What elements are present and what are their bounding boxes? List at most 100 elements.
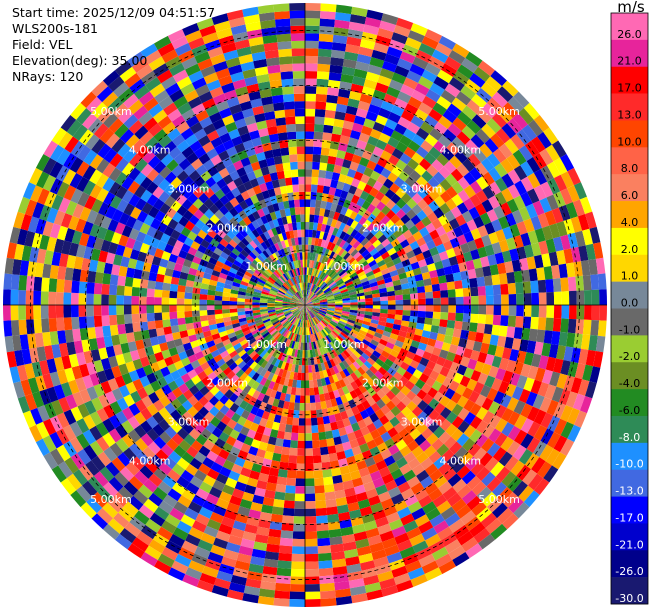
gate-cell <box>289 332 295 341</box>
gate-cell <box>233 439 244 450</box>
gate-cell <box>469 193 482 207</box>
gate-cell <box>350 83 364 94</box>
gate-cell <box>394 340 404 348</box>
gate-cell <box>337 213 345 223</box>
gate-cell <box>311 432 320 441</box>
gate-cell <box>407 30 425 43</box>
gate-cell <box>339 135 350 145</box>
colorbar-tick-label: 6.0 <box>621 189 639 202</box>
gate-cell <box>414 379 426 390</box>
gate-cell <box>467 358 478 370</box>
colorbar-tick-label: 10.0 <box>617 135 642 148</box>
gate-cell <box>399 239 410 249</box>
gate-cell <box>431 49 449 64</box>
gate-cell <box>335 595 353 606</box>
gate-cell <box>312 305 321 308</box>
gate-cell <box>286 416 294 426</box>
gate-cell <box>394 314 403 321</box>
gate-cell <box>463 367 475 379</box>
gate-cell <box>406 235 417 245</box>
gate-cell <box>349 294 358 298</box>
gate-cell <box>459 144 474 159</box>
gate-cell <box>396 366 407 376</box>
gate-cell <box>372 350 381 359</box>
gate-cell <box>277 352 284 361</box>
gate-cell <box>246 412 256 423</box>
gate-cell <box>341 66 356 77</box>
gate-cell <box>417 342 428 351</box>
gate-cell <box>536 267 546 281</box>
gate-cell <box>281 385 288 394</box>
gate-cell <box>353 531 368 542</box>
gate-cell <box>305 169 313 177</box>
gate-cell <box>422 501 437 515</box>
gate-cell <box>314 253 319 262</box>
gate-cell <box>438 560 456 575</box>
gate-cell <box>325 326 332 334</box>
gate-cell <box>372 251 381 260</box>
gate-cell <box>332 227 339 237</box>
gate-cell <box>188 526 204 540</box>
gate-cell <box>471 481 487 496</box>
gate-cell <box>334 111 346 121</box>
gate-cell <box>356 164 367 174</box>
gate-cell <box>365 301 373 305</box>
gate-cell <box>428 108 443 122</box>
gate-cell <box>289 356 295 365</box>
gate-cell <box>315 324 321 332</box>
gate-cell <box>229 495 243 507</box>
gate-cell <box>429 229 440 240</box>
gate-cell <box>450 263 461 274</box>
gate-cell <box>305 335 307 343</box>
gate-cell <box>319 347 324 356</box>
gate-cell <box>438 35 456 50</box>
gate-cell <box>551 264 561 279</box>
gate-cell <box>305 395 311 404</box>
gate-cell <box>418 226 430 238</box>
gate-cell <box>553 291 562 305</box>
colorbar-tick-label: 26.0 <box>617 28 642 41</box>
gate-cell <box>387 111 401 124</box>
gate-cell <box>346 217 355 227</box>
gate-cell <box>325 257 332 266</box>
gate-cell <box>379 263 388 272</box>
gate-cell <box>300 312 304 320</box>
gate-cell <box>553 418 568 436</box>
gate-cell <box>447 123 462 137</box>
gate-cell <box>383 143 396 155</box>
gate-cell <box>305 299 311 305</box>
gate-cell <box>375 220 386 231</box>
gate-cell <box>246 570 263 581</box>
gate-cell <box>380 334 390 342</box>
gate-cell <box>320 362 326 371</box>
gate-cell <box>343 349 351 358</box>
gate-cell <box>313 316 320 324</box>
gate-cell <box>469 429 483 443</box>
gate-cell <box>305 86 317 94</box>
gate-cell <box>445 351 456 362</box>
gate-cell <box>390 385 401 396</box>
gate-cell <box>477 351 488 364</box>
gate-cell <box>347 501 360 512</box>
gate-cell <box>463 305 472 314</box>
gate-cell <box>369 57 385 69</box>
gate-cell <box>434 402 446 415</box>
gate-cell <box>318 552 332 562</box>
gate-cell <box>387 354 397 363</box>
gate-cell <box>365 71 380 83</box>
gate-cell <box>433 76 449 90</box>
gate-cell <box>301 312 304 320</box>
gate-cell <box>501 173 515 188</box>
gate-cell <box>563 248 574 264</box>
gate-cell <box>421 69 438 83</box>
gate-cell <box>311 284 317 292</box>
gate-cell <box>277 399 285 409</box>
gate-cell <box>463 296 472 305</box>
gate-cell <box>284 393 291 402</box>
gate-cell <box>425 311 434 319</box>
colorbar-tick-label: 21.0 <box>617 55 642 68</box>
gate-cell <box>487 344 498 356</box>
gate-cell <box>493 305 502 316</box>
gate-cell <box>455 288 464 298</box>
gate-cell <box>452 272 462 282</box>
